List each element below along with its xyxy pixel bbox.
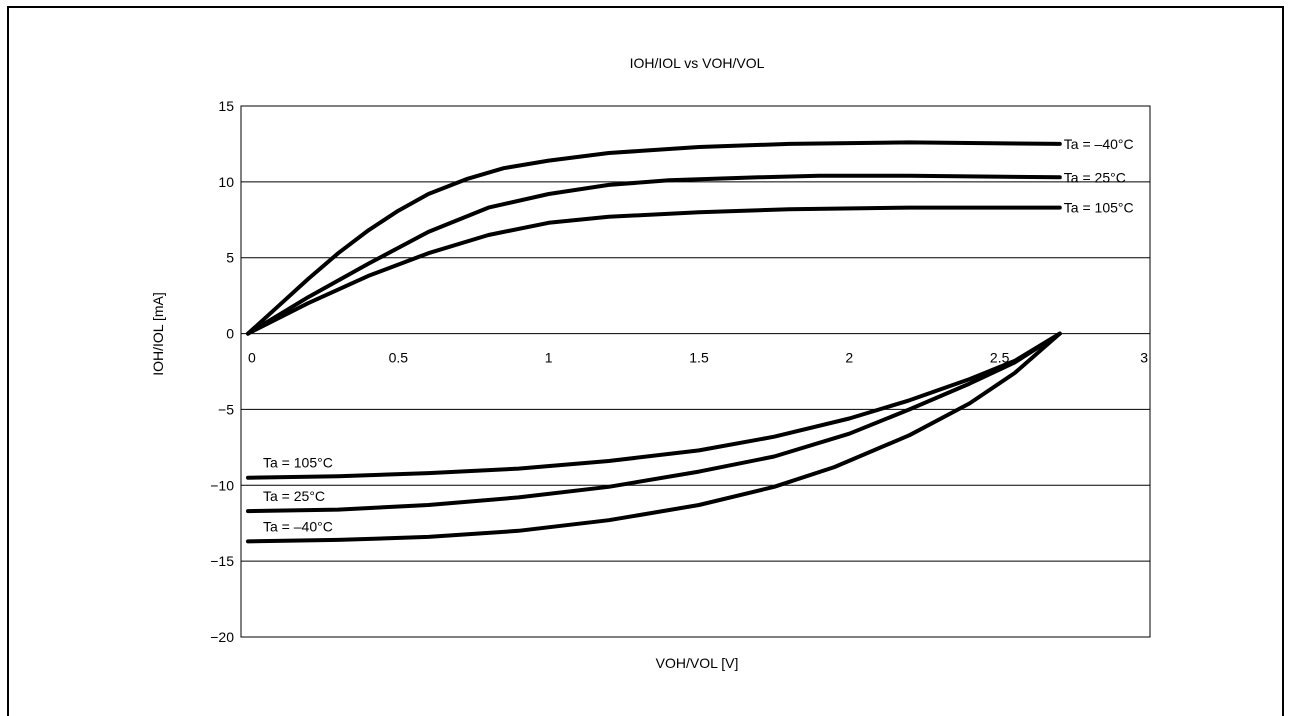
chart-title: IOH/IOL vs VOH/VOL [630, 55, 765, 71]
x-axis-label: VOH/VOL [V] [656, 655, 739, 671]
series-label-layer: Ta = –40°C Ta = 25°C Ta = 105°C Ta = 105°C T… [263, 136, 1134, 534]
series-label: Ta = 25°C [1064, 169, 1126, 185]
series-label: Ta = 25°C [263, 488, 325, 504]
chart-frame [7, 6, 1284, 716]
series-line [246, 205, 1062, 336]
x-tick-label: 0.5 [389, 350, 409, 366]
series-line [246, 331, 1062, 544]
series-line [246, 331, 1062, 514]
y-axis-label: IOH/IOL [mA] [150, 292, 166, 376]
series-label: Ta = 105°C [1064, 200, 1134, 216]
grid-layer [241, 181, 1150, 562]
x-tick-label: 3 [1140, 350, 1148, 366]
y-tick-label: −5 [218, 401, 234, 417]
y-tick-label: 10 [218, 174, 234, 190]
plot-area-border [240, 105, 1151, 638]
series-layer [246, 140, 1062, 544]
y-tick-label: −20 [210, 629, 234, 645]
series-line [246, 331, 1062, 480]
series-label: Ta = –40°C [1064, 136, 1134, 152]
series-label: Ta = 105°C [263, 455, 333, 471]
y-tick-label: 5 [226, 250, 234, 266]
x-tick-label: 2 [845, 350, 853, 366]
y-tick-label: −15 [210, 553, 234, 569]
x-tick-label: 1 [545, 350, 553, 366]
y-tick-label: 15 [218, 98, 234, 114]
x-tick-label: 0 [248, 350, 256, 366]
tick-layer: 15 10 5 0 −5 −10 −15 −20 0 0.5 1 1.5 2 2.5 3 [210, 98, 1148, 645]
x-tick-label: 2.5 [990, 350, 1010, 366]
y-tick-label: 0 [226, 326, 234, 342]
series-line [246, 140, 1062, 336]
series-label: Ta = –40°C [263, 518, 333, 534]
y-tick-label: −10 [210, 477, 234, 493]
series-line [246, 173, 1062, 336]
x-tick-label: 1.5 [689, 350, 709, 366]
